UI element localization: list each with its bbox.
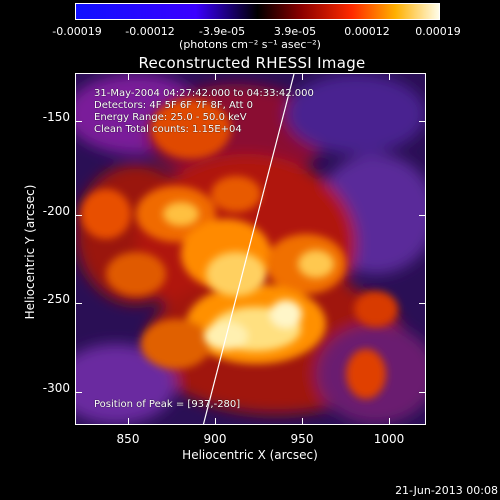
rhessi-heatmap <box>76 74 425 424</box>
colorbar-tick-2: -0.00012 <box>125 25 175 38</box>
colorbar <box>75 3 440 20</box>
axis-ticks <box>76 74 425 424</box>
annotation-energy-range: Energy Range: 25.0 - 50.0 keV <box>94 112 247 123</box>
colorbar-tick-3: -3.9e-05 <box>198 25 246 38</box>
colorbar-tick-6: 0.00019 <box>415 25 461 38</box>
x-tick-label: 900 <box>203 432 227 446</box>
rhessi-image: 31-May-2004 04:27:42.000 to 04:33:42.000… <box>75 73 426 425</box>
y-tick-label: -200 <box>42 204 70 218</box>
x-tick-label: 950 <box>290 432 314 446</box>
y-tick-label: -300 <box>42 381 70 395</box>
heatmap-high-level <box>163 202 334 351</box>
footer-date: 21-Jun-2013 00:08 <box>395 484 498 497</box>
annotation-detectors: Detectors: 4F 5F 6F 7F 8F, Att 0 <box>94 100 254 111</box>
y-axis-label: Heliocentric Y (arcsec) <box>23 184 37 320</box>
annotation-clean-counts: Clean Total counts: 1.15E+04 <box>94 124 242 135</box>
colorbar-gradient <box>76 4 439 19</box>
colorbar-tick-1: -0.00019 <box>52 25 102 38</box>
y-tick-label: -250 <box>42 292 70 306</box>
x-tick-label: 850 <box>116 432 140 446</box>
colorbar-tick-5: 0.00012 <box>344 25 390 38</box>
colorbar-tick-4: 3.9e-05 <box>273 25 317 38</box>
y-tick-label: -150 <box>42 110 70 124</box>
colorbar-units: (photons cm⁻² s⁻¹ asec⁻²) <box>179 38 321 51</box>
x-tick-label: 1000 <box>373 432 405 446</box>
plot-title: Reconstructed RHESSI Image <box>138 54 366 72</box>
annotation-peak-position: Position of Peak = [937,-280] <box>94 399 241 410</box>
x-axis-label: Heliocentric X (arcsec) <box>182 448 318 462</box>
solar-limb-line <box>202 74 295 424</box>
annotation-time-range: 31-May-2004 04:27:42.000 to 04:33:42.000 <box>94 88 314 99</box>
